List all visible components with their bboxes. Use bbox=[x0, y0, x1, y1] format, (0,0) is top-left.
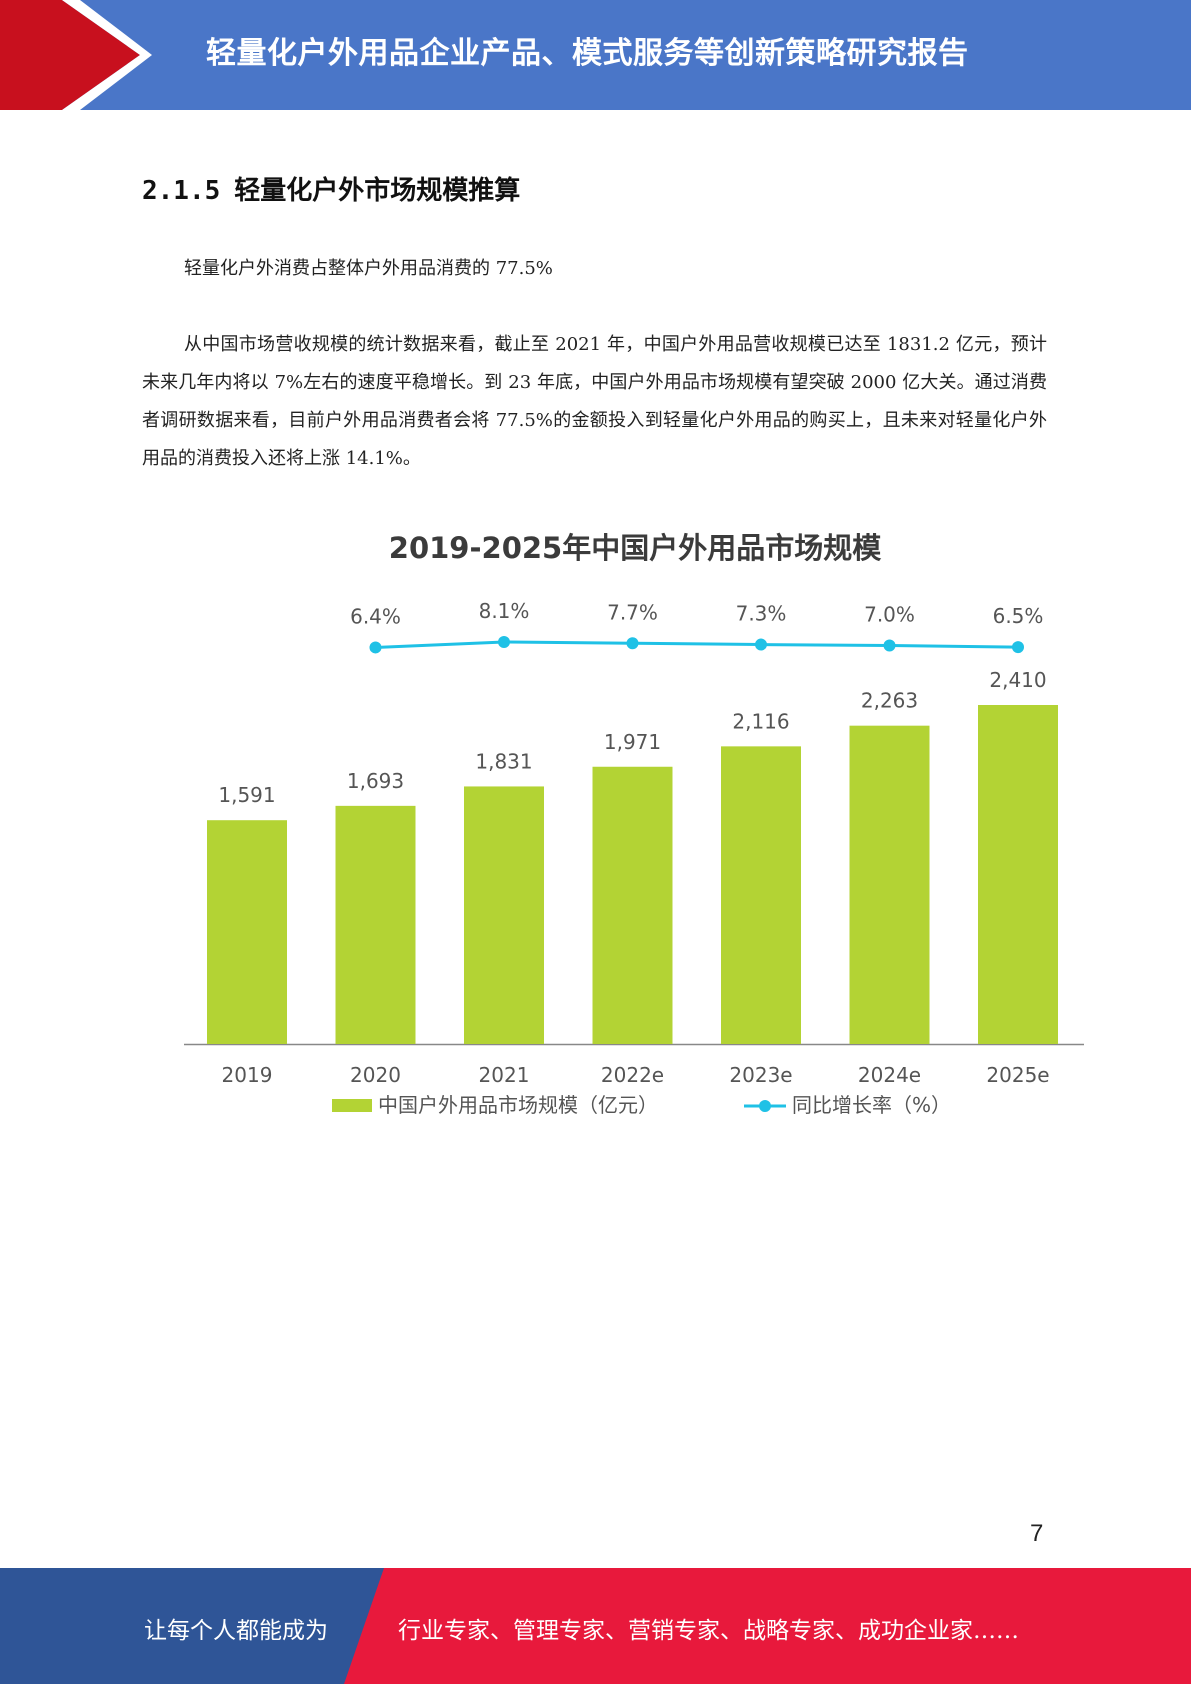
growth-rate-label-2021: 8.1% bbox=[479, 599, 530, 623]
bar-2022e bbox=[592, 766, 673, 1044]
page-footer: 让每个人都能成为 行业专家、管理专家、营销专家、战略专家、成功企业家…… bbox=[0, 1568, 1191, 1684]
growth-rate-point-2021 bbox=[498, 636, 510, 648]
report-title: 轻量化户外用品企业产品、模式服务等创新策略研究报告 bbox=[206, 36, 969, 71]
footer-slogan-left: 让每个人都能成为 bbox=[144, 1618, 328, 1644]
bar-value-label-2025e: 2,410 bbox=[989, 668, 1046, 692]
growth-rate-point-2020 bbox=[369, 641, 382, 654]
footer-decoration bbox=[0, 1568, 1191, 1684]
section-heading: 2.1.5 轻量化户外市场规模推算 bbox=[142, 170, 520, 207]
growth-rate-point-2022e bbox=[626, 637, 639, 650]
header-white-chevron bbox=[62, 0, 152, 110]
x-tick-label-2023e: 2023e bbox=[729, 1063, 792, 1087]
legend-swatch-bars bbox=[332, 1099, 372, 1112]
section-title: 轻量化户外市场规模推算 bbox=[234, 176, 521, 206]
growth-rate-point-2023e bbox=[755, 638, 767, 651]
bar-value-label-2020: 1,693 bbox=[347, 769, 404, 793]
bar-value-label-2023e: 2,116 bbox=[732, 709, 789, 733]
bar-2019 bbox=[207, 820, 287, 1044]
legend-swatch-line-dot bbox=[759, 1100, 771, 1112]
x-tick-label-2022e: 2022e bbox=[601, 1063, 664, 1087]
bar-value-label-2024e: 2,263 bbox=[861, 689, 918, 713]
growth-rate-line bbox=[375, 640, 1019, 649]
header-decoration bbox=[0, 0, 152, 110]
bar-2020 bbox=[335, 805, 416, 1044]
footer-slogan-right: 行业专家、管理专家、营销专家、战略专家、成功企业家…… bbox=[398, 1618, 1019, 1644]
growth-rate-label-2024e: 7.0% bbox=[864, 603, 915, 627]
x-tick-label-2024e: 2024e bbox=[858, 1063, 921, 1087]
header-red-arrow bbox=[0, 0, 140, 110]
x-tick-label-2021: 2021 bbox=[479, 1063, 530, 1087]
chart-canvas: 1,591 2019 1,693 2020 1,831 2021 1,971 2022e 2,1… bbox=[184, 599, 1084, 1117]
page-number: 7 bbox=[1030, 1520, 1044, 1547]
bar-2021 bbox=[464, 786, 544, 1044]
paragraph-body: 从中国市场营收规模的统计数据来看，截止至 2021 年，中国户外用品营收规模已达… bbox=[142, 334, 1047, 469]
growth-rate-label-2023e: 7.3% bbox=[736, 602, 787, 626]
bar-value-label-2022e: 1,971 bbox=[604, 730, 661, 754]
x-tick-label-2019: 2019 bbox=[222, 1063, 273, 1087]
x-tick-label-2020: 2020 bbox=[350, 1063, 401, 1087]
bar-2025e bbox=[978, 705, 1058, 1044]
footer-left-band bbox=[0, 1568, 384, 1684]
growth-rate-label-2025e: 6.5% bbox=[993, 604, 1044, 628]
paragraph-summary: 轻量化户外消费占整体户外用品消费的 77.5% bbox=[184, 258, 553, 279]
section-number: 2.1.5 bbox=[142, 176, 221, 206]
legend-label-bars: 中国户外用品市场规模（亿元） bbox=[378, 1093, 658, 1117]
chart-title: 2019-2025年中国户外用品市场规模 bbox=[388, 531, 882, 565]
market-size-chart: 2019-2025年中国户外用品市场规模 1,591 2019 1,693 2020 1… bbox=[170, 515, 1100, 1135]
growth-rate-point-2024e bbox=[883, 639, 896, 652]
bar-value-label-2019: 1,591 bbox=[218, 783, 275, 807]
bar-2023e bbox=[721, 746, 801, 1044]
page-header: 轻量化户外用品企业产品、模式服务等创新策略研究报告 bbox=[0, 0, 1191, 110]
bar-2024e bbox=[849, 725, 930, 1044]
growth-rate-label-2020: 6.4% bbox=[350, 604, 401, 628]
bar-value-label-2021: 1,831 bbox=[475, 749, 532, 773]
legend-label-line: 同比增长率（%） bbox=[792, 1093, 951, 1117]
growth-rate-label-2022e: 7.7% bbox=[607, 600, 658, 624]
growth-rate-point-2025e bbox=[1012, 641, 1024, 654]
x-tick-label-2025e: 2025e bbox=[986, 1063, 1049, 1087]
